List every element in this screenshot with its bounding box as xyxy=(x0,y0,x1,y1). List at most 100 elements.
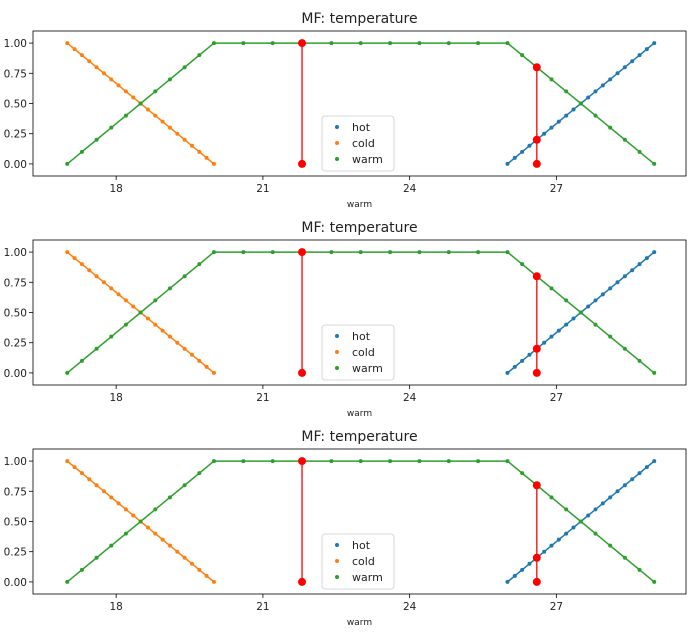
data-point-hot xyxy=(512,573,517,578)
data-point-hot xyxy=(564,531,569,536)
y-tick-label: 1.00 xyxy=(4,38,27,50)
data-point-cold xyxy=(109,77,114,82)
data-point-hot xyxy=(593,298,598,303)
data-point-hot xyxy=(586,513,591,518)
marker-dot xyxy=(298,577,307,586)
data-point-hot xyxy=(600,292,605,297)
data-point-warm xyxy=(329,41,334,46)
y-tick-label: 1.00 xyxy=(4,247,27,259)
legend-box xyxy=(321,115,395,172)
legend-label-hot: hot xyxy=(352,330,371,343)
data-point-warm xyxy=(109,334,114,339)
data-point-hot xyxy=(556,328,561,333)
x-axis-label: warm xyxy=(347,409,372,419)
data-point-hot xyxy=(615,489,620,494)
data-point-hot xyxy=(571,525,576,530)
data-point-hot xyxy=(571,316,576,321)
data-point-warm xyxy=(446,459,451,464)
data-point-cold xyxy=(94,65,99,70)
data-point-warm xyxy=(637,149,642,154)
data-point-warm xyxy=(446,41,451,46)
x-axis-label: warm xyxy=(347,200,372,210)
legend-marker-hot xyxy=(335,334,339,338)
legend-label-hot: hot xyxy=(352,539,371,552)
legend-label-cold: cold xyxy=(352,346,375,359)
data-point-cold xyxy=(123,507,128,512)
data-point-cold xyxy=(197,567,202,572)
data-point-warm xyxy=(329,459,334,464)
data-point-cold xyxy=(116,292,121,297)
data-point-hot xyxy=(637,53,642,58)
data-point-warm xyxy=(65,161,70,166)
marker-dot xyxy=(532,63,541,72)
y-tick-label: 0.00 xyxy=(4,159,27,171)
data-point-warm xyxy=(593,322,598,327)
data-point-hot xyxy=(586,304,591,309)
data-point-hot xyxy=(542,340,547,345)
data-point-warm xyxy=(138,101,143,106)
data-point-cold xyxy=(175,340,180,345)
data-point-cold xyxy=(65,41,70,46)
data-point-warm xyxy=(182,274,187,279)
data-point-warm xyxy=(270,41,275,46)
data-point-cold xyxy=(94,274,99,279)
chart-title: MF: temperature xyxy=(301,429,417,445)
y-tick-label: 0.25 xyxy=(4,129,27,141)
data-point-warm xyxy=(608,334,613,339)
data-point-warm xyxy=(138,519,143,524)
data-point-warm xyxy=(578,519,583,524)
data-point-hot xyxy=(652,250,657,255)
data-point-warm xyxy=(167,286,172,291)
data-point-warm xyxy=(153,298,158,303)
x-tick-label: 24 xyxy=(403,601,417,613)
data-point-cold xyxy=(131,95,136,100)
data-point-warm xyxy=(593,531,598,536)
data-point-hot xyxy=(644,256,649,261)
data-point-warm xyxy=(520,471,525,476)
x-tick-label: 24 xyxy=(403,183,417,195)
data-point-cold xyxy=(145,107,150,112)
data-point-warm xyxy=(520,262,525,267)
data-point-warm xyxy=(94,346,99,351)
data-point-warm xyxy=(564,507,569,512)
data-point-hot xyxy=(615,71,620,76)
data-point-warm xyxy=(65,370,70,375)
x-tick-label: 18 xyxy=(109,601,122,613)
data-point-warm xyxy=(388,250,393,255)
data-point-cold xyxy=(211,579,216,584)
data-point-hot xyxy=(527,561,532,566)
marker-dot xyxy=(532,135,541,144)
data-point-warm xyxy=(79,567,84,572)
y-tick-label: 0.75 xyxy=(4,486,27,498)
data-point-warm xyxy=(622,346,627,351)
data-point-hot xyxy=(505,370,510,375)
data-point-hot xyxy=(593,507,598,512)
data-point-hot xyxy=(637,471,642,476)
y-tick-label: 0.25 xyxy=(4,547,27,559)
marker-dot xyxy=(298,457,307,466)
data-point-warm xyxy=(476,459,481,464)
x-tick-label: 27 xyxy=(550,392,563,404)
data-point-warm xyxy=(211,41,216,46)
data-point-cold xyxy=(116,83,121,88)
data-point-warm xyxy=(270,250,275,255)
data-point-hot xyxy=(549,334,554,339)
data-point-warm xyxy=(123,322,128,327)
data-point-cold xyxy=(204,573,209,578)
data-point-hot xyxy=(512,364,517,369)
data-point-hot xyxy=(608,495,613,500)
legend-label-warm: warm xyxy=(352,571,383,584)
data-point-warm xyxy=(520,53,525,58)
y-tick-label: 0.50 xyxy=(4,308,27,320)
data-point-warm xyxy=(622,555,627,560)
data-point-cold xyxy=(72,47,77,52)
data-point-warm xyxy=(417,250,422,255)
data-point-cold xyxy=(175,549,180,554)
data-point-warm xyxy=(564,298,569,303)
marker-dot xyxy=(298,368,307,377)
data-point-cold xyxy=(189,352,194,357)
data-point-hot xyxy=(527,352,532,357)
y-tick-label: 0.25 xyxy=(4,338,27,350)
data-point-cold xyxy=(160,328,165,333)
data-point-warm xyxy=(182,65,187,70)
